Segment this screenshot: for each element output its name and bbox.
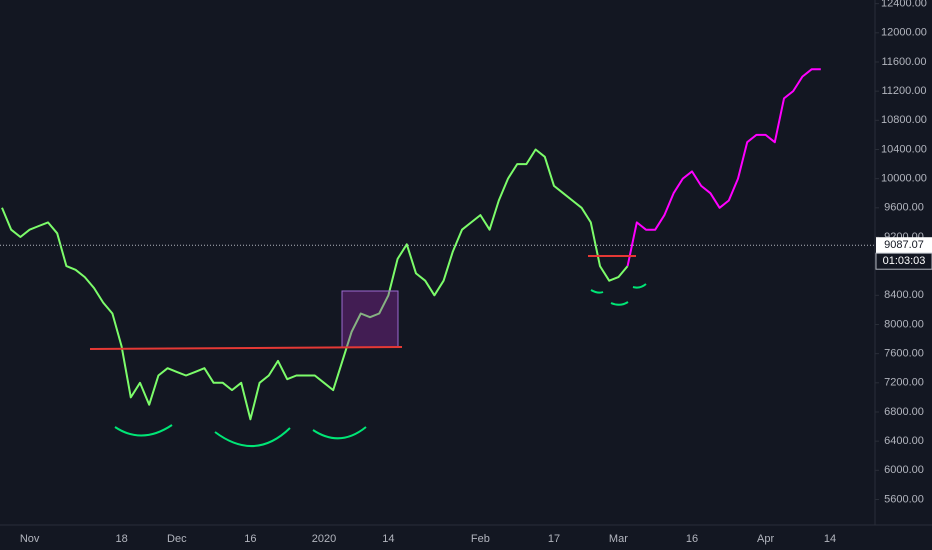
neckline	[89, 346, 403, 350]
y-tick-label: 12400.00	[881, 0, 927, 10]
x-tick-label: 2020	[312, 533, 336, 545]
y-tick-label: 7600.00	[884, 348, 924, 360]
price-tag: 9087.07	[884, 239, 924, 251]
x-tick-label: 14	[824, 533, 836, 545]
countdown-bg	[875, 252, 932, 270]
x-tick-label: Dec	[167, 533, 187, 545]
x-tick-label: 17	[548, 533, 560, 545]
y-tick-label: 10800.00	[881, 114, 927, 126]
arc	[312, 426, 367, 440]
pattern-arcs	[114, 283, 647, 447]
x-tick-label: Mar	[609, 533, 628, 545]
countdown: 01:03:03	[883, 255, 926, 267]
x-tick-label: Apr	[757, 533, 774, 545]
y-tick-label: 10400.00	[881, 143, 927, 155]
arc	[610, 301, 629, 306]
axes: 5600.00 6000.00 6400.00 6800.00 7200.00 7600.…	[20, 0, 932, 545]
x-tick-label: 16	[244, 533, 256, 545]
arc	[114, 424, 173, 437]
y-tick-label: 12000.00	[881, 27, 927, 39]
x-tick-label: 16	[686, 533, 698, 545]
y-tick-label: 6800.00	[884, 406, 924, 418]
arc	[590, 289, 604, 294]
y-tick-label: 6400.00	[884, 435, 924, 447]
y-tick-label: 10000.00	[881, 173, 927, 185]
highlight-box	[341, 290, 399, 348]
price-line	[626, 68, 821, 267]
y-tick-label: 6000.00	[884, 464, 924, 476]
y-tick-label: 8400.00	[884, 289, 924, 301]
price-line	[1, 148, 629, 421]
y-tick-label: 8000.00	[884, 318, 924, 330]
price-tag-bg	[876, 237, 932, 254]
arc	[632, 283, 647, 289]
y-tick-label: 7200.00	[884, 377, 924, 389]
y-tick-label: 9600.00	[884, 202, 924, 214]
x-tick-label: 14	[382, 533, 394, 545]
x-tick-label: Feb	[471, 533, 490, 545]
plot-area	[0, 68, 875, 421]
y-tick-label: 11200.00	[881, 85, 926, 97]
arc	[214, 427, 291, 447]
x-tick-label: Nov	[20, 533, 40, 545]
y-tick-label: 11600.00	[881, 56, 926, 68]
y-tick-label: 5600.00	[884, 493, 924, 505]
x-tick-label: 18	[115, 533, 127, 545]
